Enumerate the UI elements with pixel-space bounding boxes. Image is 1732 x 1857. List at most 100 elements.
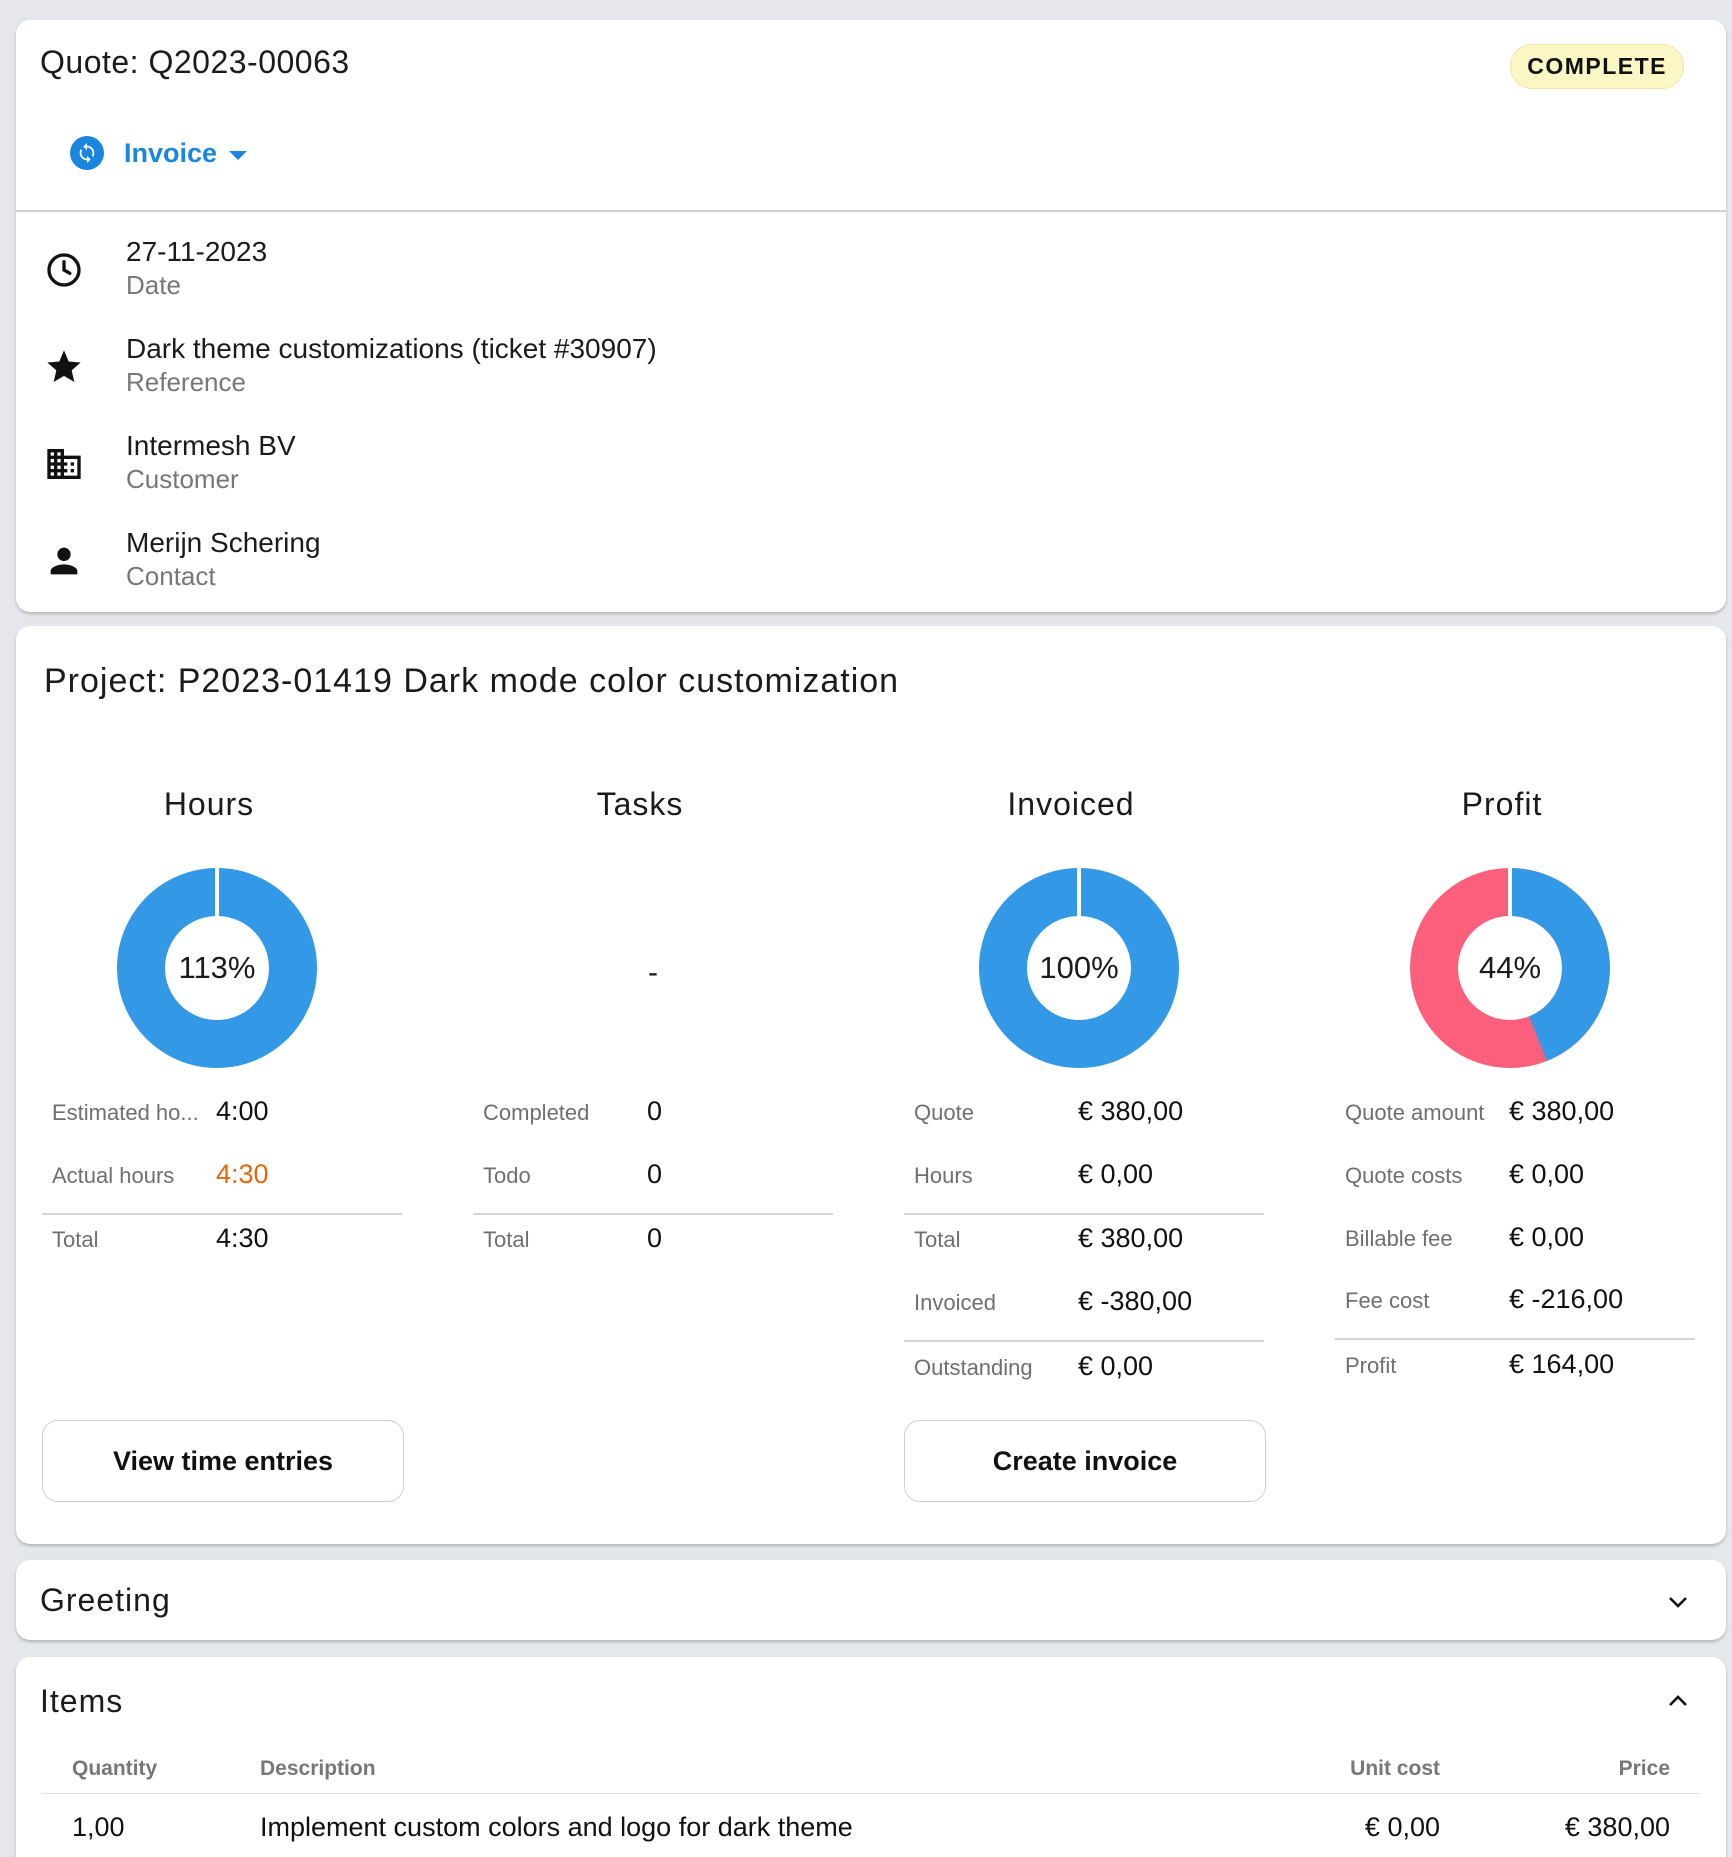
- cell-price: € 380,00: [1564, 1812, 1670, 1842]
- stat-value: € 380,00: [1509, 1096, 1615, 1126]
- items-title: Items: [40, 1683, 124, 1719]
- hours-percent: 113%: [178, 950, 256, 985]
- stat-value: 4:30: [216, 1223, 269, 1253]
- stat-label: Quote costs: [1345, 1163, 1463, 1188]
- stat-label: Actual hours: [52, 1163, 175, 1188]
- profit-percent: 44%: [1478, 950, 1542, 985]
- stat-value: 4:00: [216, 1096, 269, 1126]
- stat-label: Fee cost: [1345, 1288, 1430, 1313]
- view-time-entries-button[interactable]: View time entries: [42, 1420, 404, 1502]
- reference-field: Dark theme customizations (ticket #30907…: [16, 325, 1726, 423]
- stat-label: Total: [483, 1227, 530, 1252]
- stat-label: Billable fee: [1345, 1226, 1453, 1251]
- invoiced-donut: [979, 868, 1179, 1068]
- profit-quote-amount-row: Quote amount € 380,00: [1335, 1088, 1695, 1150]
- invoiced-percent: 100%: [1039, 950, 1119, 985]
- project-card: Project: P2023-01419 Dark mode color cus…: [16, 626, 1726, 1544]
- chevron-up-icon[interactable]: [1666, 1689, 1690, 1713]
- hours-total-row: Total 4:30: [42, 1215, 402, 1277]
- create-invoice-button[interactable]: Create invoice: [904, 1420, 1266, 1502]
- stat-value: € 380,00: [1078, 1096, 1184, 1126]
- column-header-quantity[interactable]: Quantity: [72, 1757, 158, 1780]
- column-header-price[interactable]: Price: [1618, 1757, 1670, 1780]
- stat-value-warning: 4:30: [216, 1159, 269, 1189]
- clock-icon: [44, 250, 84, 290]
- invoiced-panel: Invoiced 100% Quote € 380,00 Hours € 0,0…: [904, 626, 1284, 1544]
- date-value: 27-11-2023: [126, 236, 268, 267]
- stat-label: Completed: [483, 1100, 590, 1125]
- items-section: Items Quantity Description Unit cost Pri…: [16, 1657, 1726, 1857]
- invoiced-total-row: Total € 380,00: [904, 1215, 1264, 1277]
- tasks-empty-value: -: [648, 956, 658, 989]
- cell-quantity: 1,00: [72, 1812, 125, 1842]
- stat-label: Invoiced: [914, 1290, 996, 1315]
- invoiced-outstanding-row: Outstanding € 0,00: [904, 1343, 1264, 1405]
- stat-label: Total: [914, 1227, 961, 1252]
- date-label: Date: [126, 270, 181, 300]
- invoiced-quote-row: Quote € 380,00: [904, 1088, 1264, 1150]
- quote-title: Quote: Q2023-00063: [40, 44, 350, 80]
- status-badge: COMPLETE: [1510, 44, 1684, 89]
- customer-label: Customer: [126, 464, 239, 494]
- profit-profit-row: Profit € 164,00: [1335, 1341, 1695, 1403]
- stat-label: Profit: [1345, 1353, 1397, 1378]
- profit-donut-segment: [1509, 868, 1610, 1061]
- stat-label: Total: [52, 1227, 99, 1252]
- star-icon: [44, 347, 84, 387]
- stat-label: Hours: [914, 1163, 973, 1188]
- header-divider: [42, 1793, 1700, 1794]
- profit-quote-costs-row: Quote costs € 0,00: [1335, 1151, 1695, 1213]
- greeting-title: Greeting: [40, 1582, 171, 1618]
- stat-value: € 164,00: [1509, 1349, 1615, 1379]
- divider: [16, 210, 1726, 212]
- stat-value: 0: [647, 1096, 663, 1126]
- invoiced-invoiced-row: Invoiced € -380,00: [904, 1278, 1264, 1342]
- stat-value: 0: [647, 1223, 663, 1253]
- column-header-unit-cost[interactable]: Unit cost: [1350, 1757, 1440, 1780]
- stat-value: 0: [647, 1159, 663, 1189]
- cell-description: Implement custom colors and logo for dar…: [260, 1812, 853, 1842]
- invoiced-hours-row: Hours € 0,00: [904, 1151, 1264, 1215]
- cell-unit-cost: € 0,00: [1364, 1812, 1440, 1842]
- stat-value: € 0,00: [1078, 1159, 1154, 1189]
- stat-value: € 0,00: [1509, 1159, 1585, 1189]
- contact-value: Merijn Schering: [126, 527, 321, 558]
- invoice-menu-button[interactable]: Invoice: [70, 136, 248, 170]
- column-header-description[interactable]: Description: [260, 1757, 376, 1780]
- hours-donut: [117, 868, 317, 1068]
- stat-value: € -380,00: [1078, 1286, 1193, 1316]
- tasks-total-row: Total 0: [473, 1215, 833, 1277]
- stat-label: Quote amount: [1345, 1100, 1485, 1125]
- hours-heading: Hours: [163, 786, 255, 822]
- invoice-menu-label: Invoice: [124, 137, 218, 168]
- profit-donut: [1410, 868, 1610, 1068]
- hours-actual-row: Actual hours 4:30: [42, 1151, 402, 1215]
- customer-value: Intermesh BV: [126, 430, 296, 461]
- building-icon: [44, 444, 84, 484]
- greeting-section[interactable]: Greeting: [16, 1560, 1726, 1640]
- project-title: Project: P2023-01419 Dark mode color cus…: [44, 662, 900, 700]
- profit-billable-fee-row: Billable fee € 0,00: [1335, 1214, 1695, 1276]
- date-field: 27-11-2023 Date: [16, 228, 1726, 326]
- profit-fee-cost-row: Fee cost € -216,00: [1335, 1276, 1695, 1340]
- hours-panel: Hours 113% Estimated ho... 4:00 Actual h…: [42, 626, 422, 1544]
- profit-panel: Profit 44% Quote amount € 380,00 Quote c…: [1335, 626, 1715, 1544]
- stat-label: Quote: [914, 1100, 974, 1125]
- stat-label: Estimated ho...: [52, 1100, 199, 1125]
- sync-icon: [70, 136, 104, 170]
- stat-value: € 0,00: [1078, 1351, 1154, 1381]
- reference-label: Reference: [126, 367, 246, 397]
- contact-label: Contact: [126, 561, 216, 591]
- stat-label: Outstanding: [914, 1355, 1033, 1380]
- invoiced-heading: Invoiced: [1007, 786, 1135, 822]
- stat-value: € 0,00: [1509, 1222, 1585, 1252]
- customer-field: Intermesh BV Customer: [16, 422, 1726, 520]
- stat-label: Todo: [483, 1163, 531, 1188]
- hours-estimated-row: Estimated ho... 4:00: [42, 1088, 402, 1150]
- chevron-down-icon[interactable]: [1666, 1590, 1690, 1614]
- invoiced-donut-segment: [979, 868, 1179, 1068]
- tasks-todo-row: Todo 0: [473, 1151, 833, 1215]
- contact-field: Merijn Schering Contact: [16, 519, 1726, 612]
- tasks-heading: Tasks: [596, 786, 684, 822]
- caret-down-icon: [229, 150, 248, 160]
